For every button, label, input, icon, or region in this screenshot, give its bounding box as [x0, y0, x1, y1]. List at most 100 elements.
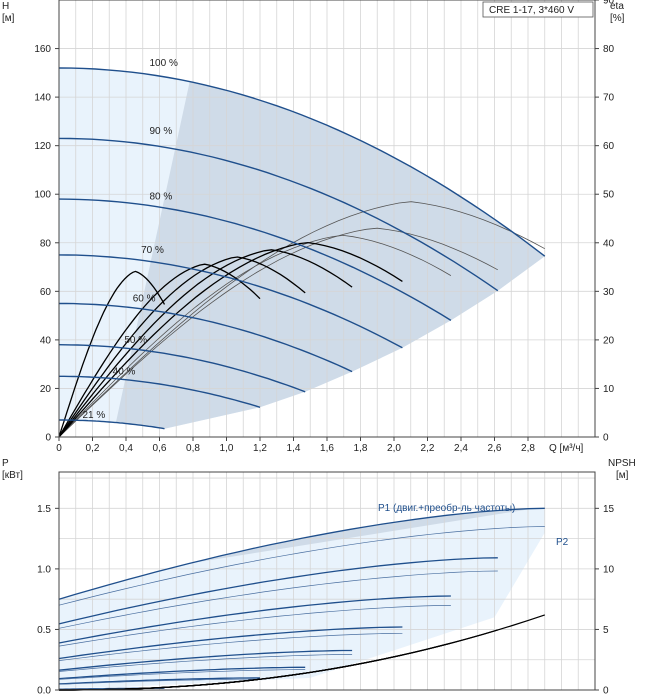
power-curve — [58, 557, 498, 625]
head-tick-label: 160 — [34, 44, 51, 55]
power-tick-label: 0.5 — [37, 625, 51, 636]
flow-tick-label: 2,8 — [521, 443, 535, 454]
npsh-axis-unit: [м] — [616, 470, 629, 481]
eta-tick-label: 50 — [603, 190, 615, 201]
power-tick-label: 1.5 — [37, 504, 51, 515]
power-curves — [58, 507, 545, 691]
head-tick-label: 20 — [40, 384, 52, 395]
head-curve — [58, 198, 452, 321]
eta-tick-label: 20 — [603, 335, 615, 346]
head-tick-label: 100 — [34, 190, 51, 201]
flow-tick-label: 2,0 — [387, 443, 401, 454]
eta-tick-label: 70 — [603, 93, 615, 104]
head-tick-label: 0 — [45, 433, 51, 444]
power-curve — [58, 666, 306, 680]
power-curve — [58, 677, 260, 685]
npsh-axis-label: NPSH — [608, 458, 636, 469]
model-box — [482, 1, 594, 18]
power-curve-p2 — [58, 570, 498, 629]
npsh-tick-label: 10 — [603, 564, 615, 575]
power-curve-p2 — [58, 669, 306, 680]
eta-axis-label: eta — [610, 1, 624, 12]
speed-label: 70 % — [141, 245, 164, 256]
eta-tick-label: 90 — [603, 0, 615, 7]
light-power-area — [59, 508, 545, 688]
speed-label: 21 % — [83, 410, 106, 421]
efficiency-curve — [58, 201, 545, 438]
power-curve — [58, 626, 403, 660]
head-panel: 0 20 40 60 80 100 120 140 160 0 10 20 30 40 50 60 70 80 9… — [2, 0, 625, 454]
power-plot-frame — [58, 471, 596, 691]
dark-range-area — [115, 81, 545, 429]
eta-tick-label: 10 — [603, 384, 615, 395]
head-curve — [58, 254, 403, 349]
p2-series-label: P2 — [556, 537, 569, 548]
power-tick-label: 0.0 — [37, 686, 51, 697]
efficiency-curve — [58, 270, 166, 438]
efficiency-curve — [58, 263, 261, 438]
eta-axis-unit: [%] — [610, 13, 625, 24]
head-axis-label: H — [2, 1, 9, 12]
power-panel: 0.0 0.5 1.0 1.5 0 5 10 15 P [кВт] NPSH [м] P1 … — [2, 458, 636, 697]
efficiency-curve — [58, 234, 452, 438]
head-curves — [58, 67, 546, 430]
power-grid — [59, 472, 595, 690]
npsh-tick-label: 0 — [603, 686, 609, 697]
flow-tick-label: 1,4 — [287, 443, 301, 454]
npsh-tick-label: 5 — [603, 625, 609, 636]
power-curve — [58, 595, 451, 644]
head-tick-label: 40 — [40, 335, 52, 346]
speed-label: 40 % — [113, 366, 136, 377]
head-grid — [59, 0, 595, 437]
efficiency-curve — [58, 227, 498, 438]
npsh-axis-ticks: 0 5 10 15 — [595, 504, 615, 697]
flow-tick-label: 2,6 — [488, 443, 502, 454]
eta-tick-label: 30 — [603, 287, 615, 298]
head-tick-label: 80 — [40, 238, 52, 249]
flow-tick-label: 1,0 — [220, 443, 234, 454]
power-curve-p2 — [58, 605, 451, 647]
flow-tick-label: 0,4 — [119, 443, 133, 454]
eta-tick-label: 80 — [603, 44, 615, 55]
power-curve-p2 — [58, 654, 353, 672]
p1-series-label: P1 (двиг.+преобр-ль частоты) — [378, 502, 515, 514]
flow-tick-label: 0 — [56, 443, 62, 454]
flow-tick-label: 1,6 — [320, 443, 334, 454]
speed-label: 60 % — [133, 294, 156, 305]
head-tick-label: 120 — [34, 141, 51, 152]
speed-label: 80 % — [150, 192, 173, 203]
power-tick-label: 1.0 — [37, 564, 51, 575]
head-tick-label: 60 — [40, 287, 52, 298]
speed-label: 50 % — [124, 335, 147, 346]
dark-power-area — [189, 508, 533, 564]
head-curve — [58, 137, 499, 292]
speed-labels: 100 % 90 % 80 % 70 % 60 % 50 % 40 % 21 % — [83, 58, 178, 421]
efficiency-curve — [58, 241, 403, 438]
flow-axis-label: Q [м³/ч] — [549, 443, 584, 454]
power-curve-p2 — [58, 632, 403, 661]
head-curve — [59, 419, 165, 430]
power-curve-p2 — [58, 526, 545, 606]
eta-tick-label: 40 — [603, 238, 615, 249]
head-axis-ticks: 0 20 40 60 80 100 120 140 160 — [34, 44, 59, 444]
efficiency-curve — [58, 249, 353, 438]
flow-tick-label: 2,2 — [421, 443, 435, 454]
power-axis-unit: [кВт] — [2, 470, 23, 481]
power-axis-label: P — [2, 458, 9, 469]
power-curve — [58, 507, 545, 600]
efficiency-curves — [58, 201, 545, 438]
flow-tick-label: 0,6 — [153, 443, 167, 454]
npsh-tick-label: 15 — [603, 504, 615, 515]
flow-tick-label: 2,4 — [454, 443, 468, 454]
speed-label: 90 % — [150, 126, 173, 137]
head-curve — [58, 344, 306, 393]
eta-axis-ticks: 0 10 20 30 40 50 60 70 80 90 — [595, 0, 615, 444]
head-curve — [59, 375, 261, 408]
model-title: CRE 1-17, 3*460 V — [489, 5, 574, 16]
head-axis-unit: [м] — [2, 13, 15, 24]
head-curve — [58, 67, 546, 257]
head-tick-label: 140 — [34, 93, 51, 104]
eta-tick-label: 60 — [603, 141, 615, 152]
flow-axis-ticks: 0 0,2 0,4 0,6 0,8 1,0 1,2 1,4 1,6 1,8 2,0 2,2 2,4 2,6… — [56, 437, 535, 454]
